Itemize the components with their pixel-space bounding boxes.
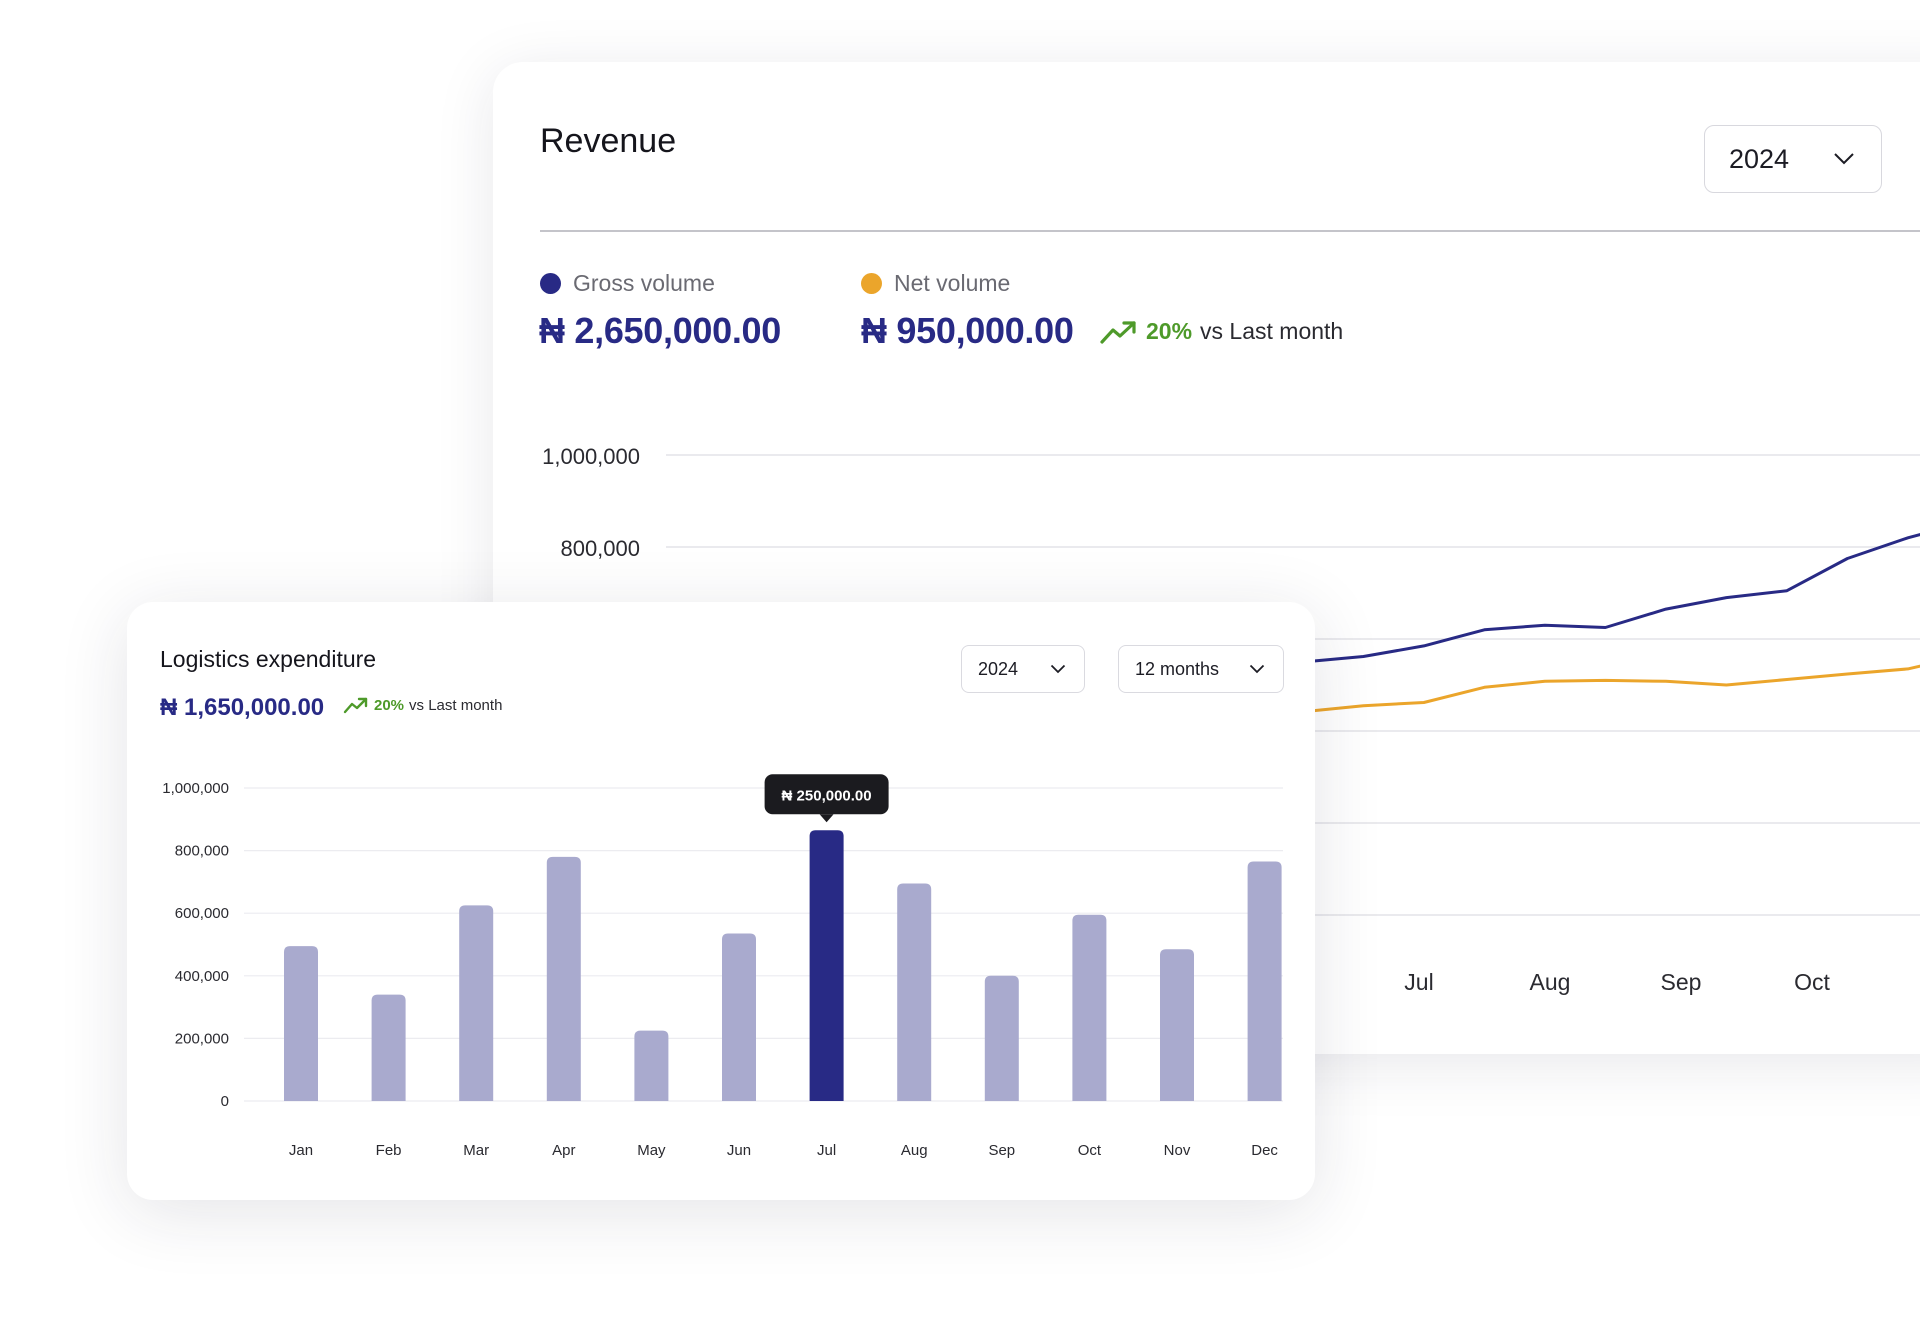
logistics-bar-apr	[546, 856, 581, 1101]
logistics-xtick-label: Dec	[1251, 1142, 1278, 1159]
net-volume-label: Net volume	[894, 270, 1011, 296]
tooltip-value: ₦ 250,000.00	[782, 787, 872, 804]
logistics-xtick-label: Aug	[901, 1142, 928, 1159]
logistics-bar-feb	[371, 994, 406, 1101]
legend-gross-volume: Gross volume	[540, 270, 715, 297]
logistics-xtick-label: Mar	[463, 1142, 489, 1159]
logistics-xtick-label: Jan	[289, 1142, 313, 1159]
revenue-xtick-label: Jul	[1404, 969, 1433, 995]
logistics-bar-sep	[984, 975, 1019, 1101]
logistics-trend-text: vs Last month	[409, 696, 503, 714]
logistics-xtick-label: Sep	[988, 1142, 1015, 1159]
logistics-year-select[interactable]: 2024	[961, 645, 1085, 693]
gross-volume-dot	[540, 273, 561, 294]
logistics-bar-mar	[459, 905, 494, 1101]
revenue-year-select[interactable]: 2024	[1704, 125, 1882, 193]
logistics-xtick-label: Jun	[727, 1142, 751, 1159]
logistics-ytick-label: 1,000,000	[162, 780, 229, 797]
revenue-divider	[540, 230, 1920, 232]
net-volume-dot	[861, 273, 882, 294]
revenue-trend-text: vs Last month	[1200, 318, 1344, 344]
logistics-ytick-label: 200,000	[175, 1030, 229, 1047]
revenue-year-value: 2024	[1729, 143, 1790, 174]
logistics-range-select[interactable]: 12 months	[1118, 645, 1284, 693]
logistics-xtick-label: Oct	[1078, 1142, 1102, 1159]
logistics-bar-aug	[897, 883, 932, 1101]
revenue-xtick-label: Aug	[1530, 969, 1571, 995]
logistics-bar-dec	[1247, 861, 1282, 1101]
logistics-bar-nov	[1160, 949, 1194, 1101]
logistics-ytick-label: 600,000	[175, 905, 229, 922]
logistics-trend: 20% vs Last month	[343, 696, 502, 714]
trend-up-icon	[343, 697, 368, 714]
chevron-down-icon	[1834, 153, 1854, 165]
logistics-title: Logistics expenditure	[160, 646, 377, 672]
chevron-down-icon	[1050, 664, 1066, 674]
revenue-ytick-label: 800,000	[560, 536, 640, 561]
revenue-trend: 20% vs Last month	[1100, 318, 1343, 345]
revenue-ytick-label: 1,000,000	[542, 444, 640, 469]
logistics-xtick-label: May	[637, 1142, 666, 1159]
gross-volume-label: Gross volume	[573, 270, 715, 296]
logistics-card: Logistics expenditure ₦ 1,650,000.00 20%…	[127, 602, 1315, 1200]
logistics-bar-jan	[284, 946, 318, 1101]
logistics-ytick-label: 0	[221, 1093, 229, 1110]
logistics-bar-oct	[1072, 914, 1107, 1101]
revenue-trend-percent: 20%	[1146, 318, 1193, 344]
logistics-xtick-label: Jul	[817, 1142, 836, 1159]
logistics-range-value: 12 months	[1135, 658, 1220, 679]
gross-volume-amount: ₦ 2,650,000.00	[539, 310, 781, 351]
logistics-bar-may	[634, 1030, 669, 1101]
tooltip-pointer	[819, 814, 834, 823]
logistics-amount: ₦ 1,650,000.00	[160, 694, 325, 721]
net-volume-amount: ₦ 950,000.00	[861, 310, 1074, 351]
logistics-xtick-label: Feb	[376, 1142, 402, 1159]
logistics-ytick-label: 800,000	[175, 843, 229, 860]
revenue-xtick-label: Oct	[1794, 969, 1830, 995]
revenue-title: Revenue	[540, 122, 677, 160]
logistics-trend-percent: 20%	[374, 696, 405, 714]
logistics-bar-chart: 0 200,000 400,000 600,000 800,000 1,000,000 Ja…	[162, 774, 1283, 1159]
logistics-ytick-label: 400,000	[175, 968, 229, 985]
logistics-xtick-label: Apr	[552, 1142, 575, 1159]
chevron-down-icon	[1249, 664, 1265, 674]
revenue-xtick-label: Sep	[1661, 969, 1702, 995]
logistics-bar-jul	[809, 830, 844, 1101]
logistics-bar-jun	[722, 933, 756, 1101]
legend-net-volume: Net volume	[861, 270, 1010, 297]
logistics-xtick-label: Nov	[1164, 1142, 1191, 1159]
logistics-year-value: 2024	[978, 658, 1019, 679]
trend-up-icon	[1100, 320, 1136, 344]
tooltip-box	[764, 774, 889, 815]
